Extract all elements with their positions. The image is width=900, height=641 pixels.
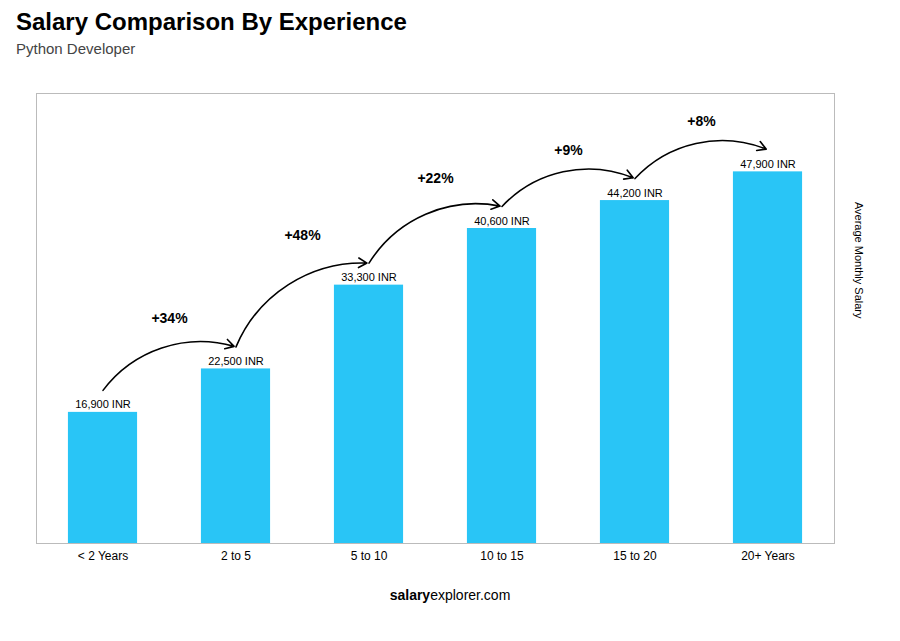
svg-text:22,500 INR: 22,500 INR [208, 355, 264, 367]
svg-text:40,600 INR: 40,600 INR [474, 215, 530, 227]
html-text:Salary Comparison By Experienc: Salary Comparison By Experience [16, 8, 407, 35]
html-text:salary explorer.com: salary explorer.com [389, 587, 511, 603]
svg-text:33,300 INR: 33,300 INR [341, 271, 397, 283]
svg-text:44,200 INR: 44,200 INR [607, 187, 663, 199]
svg-text:+9%: +9% [554, 142, 583, 158]
svg-text:Average Monthly Salary: Average Monthly Salary [853, 202, 865, 319]
svg-text:20+ Years: 20+ Years [741, 549, 795, 563]
svg-text:15 to 20: 15 to 20 [613, 549, 657, 563]
svg-text:5 to 10: 5 to 10 [351, 549, 388, 563]
svg-text:2 to 5: 2 to 5 [221, 549, 251, 563]
svg-text:< 2 Years: < 2 Years [78, 549, 128, 563]
svg-text:+22%: +22% [417, 170, 454, 186]
svg-text:16,900 INR: 16,900 INR [75, 398, 131, 410]
svg-text:+34%: +34% [151, 310, 188, 326]
svg-text:10 to 15: 10 to 15 [480, 549, 524, 563]
html-text:Python Developer: Python Developer [16, 40, 136, 57]
svg-text:+8%: +8% [687, 113, 716, 129]
svg-text:47,900 INR: 47,900 INR [740, 158, 796, 170]
svg-text:+48%: +48% [284, 227, 321, 243]
